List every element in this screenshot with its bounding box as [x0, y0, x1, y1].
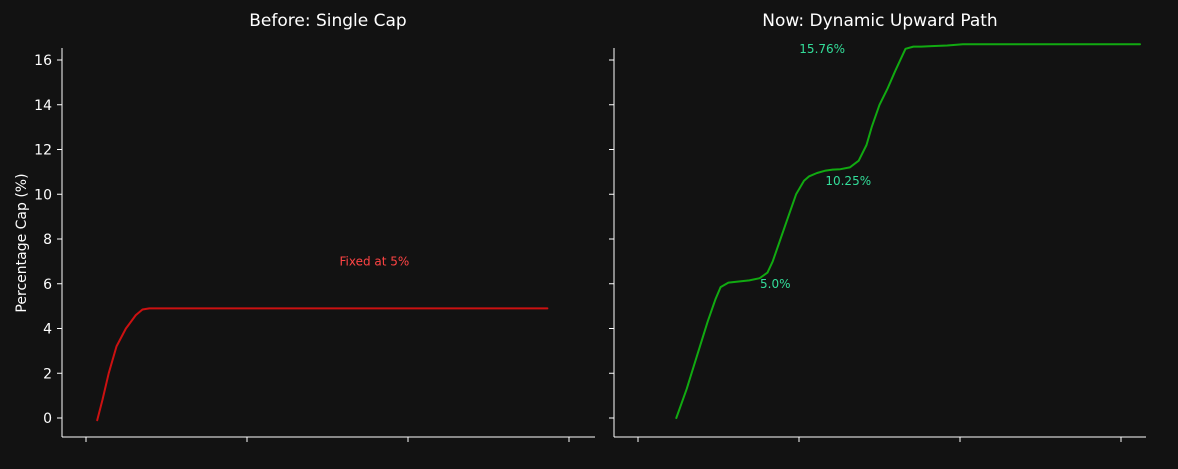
chart-title: Before: Single Cap: [249, 11, 406, 31]
series-lines: [96, 307, 549, 422]
x-axis-ticks: [85, 437, 570, 442]
y-axis-ticks: 0 2 4 6 8 10 12 14 16: [34, 53, 62, 427]
chart-panel-before: Before: Single Cap Percentage Cap (%) 0 2…: [14, 11, 595, 442]
annotation-label: 5.0%: [760, 277, 791, 291]
x-axis-ticks: [637, 437, 1122, 442]
y-tick-label: 2: [43, 366, 52, 382]
y-axis-ticks: [609, 59, 614, 419]
chart-title: Now: Dynamic Upward Path: [762, 11, 997, 31]
annotation-label: 15.76%: [799, 42, 845, 56]
series-line: [675, 43, 1141, 419]
y-tick-label: 14: [34, 98, 52, 114]
y-tick-label: 12: [34, 143, 52, 159]
y-axis-label: Percentage Cap (%): [14, 173, 30, 312]
series-lines: [675, 43, 1141, 419]
annotations: 5.0% 10.25% 15.76%: [760, 42, 871, 291]
y-tick-label: 8: [43, 232, 52, 248]
series-line: [96, 307, 549, 422]
y-tick-label: 4: [43, 322, 52, 338]
annotation-label: Fixed at 5%: [339, 254, 409, 268]
chart-panel-now: Now: Dynamic Upward Path 5.0% 10.25% 15.76…: [609, 11, 1146, 442]
annotations: Fixed at 5%: [339, 254, 409, 268]
y-tick-label: 6: [43, 277, 52, 293]
y-tick-label: 10: [34, 187, 52, 203]
y-tick-label: 0: [43, 411, 52, 427]
y-tick-label: 16: [34, 53, 52, 69]
annotation-label: 10.25%: [825, 174, 871, 188]
